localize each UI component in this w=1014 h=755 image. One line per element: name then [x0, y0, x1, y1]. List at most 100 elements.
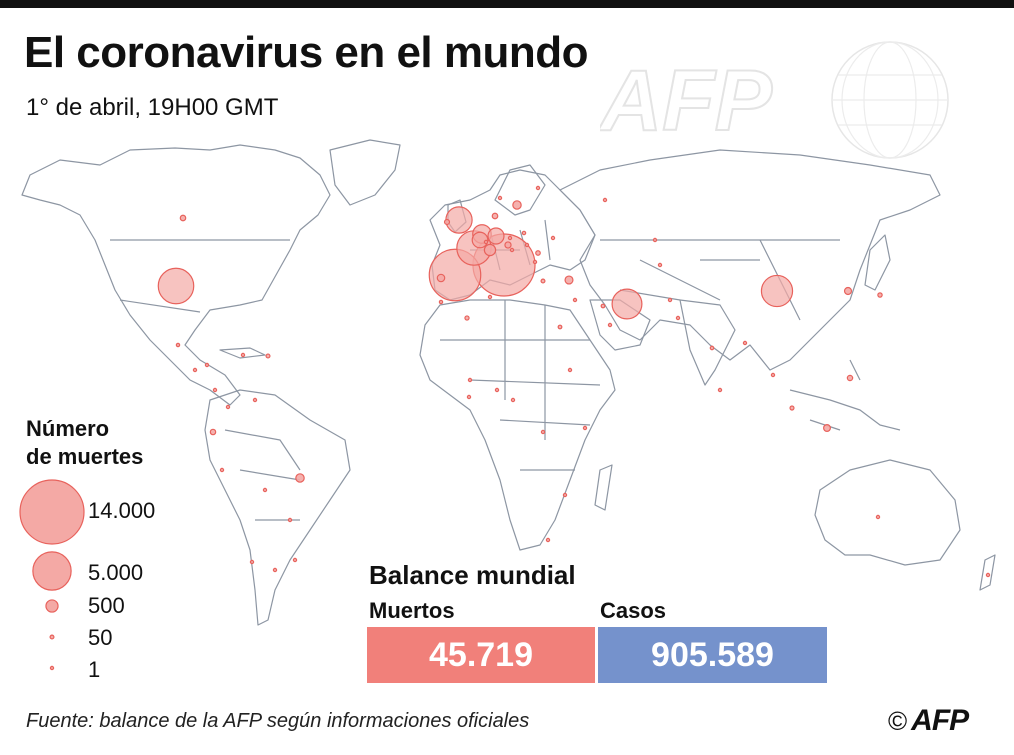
top-bar [0, 0, 1014, 8]
legend-bubble-14000 [19, 479, 85, 545]
source-note: Fuente: balance de la AFP según informac… [26, 710, 530, 732]
africa-borders [440, 300, 601, 471]
bubble-romania [535, 250, 541, 256]
bubble-poland [521, 230, 527, 236]
bubble-kazakhstan [652, 237, 658, 243]
asia-borders [600, 239, 840, 321]
bubble-afghanistan [667, 297, 673, 303]
cases-value-box: 905.589 [598, 627, 827, 683]
afp-watermark: AFP [600, 41, 949, 159]
bubble-sri-lanka [717, 387, 723, 393]
balance-title: Balance mundial [369, 560, 576, 590]
world-map [21, 139, 996, 626]
bubble-bangladesh [742, 340, 748, 346]
bubble-zimbabwe [562, 492, 568, 498]
death-bubbles [157, 185, 991, 578]
scandinavia-outline [494, 164, 546, 216]
caribbean-outline [219, 347, 266, 359]
globe-watermark-icon [831, 41, 949, 159]
bubble-guatemala [192, 367, 198, 373]
africa-outline [419, 299, 616, 551]
bubble-ghana [466, 394, 472, 400]
cases-label: Casos [600, 598, 667, 623]
bubble-thailand [770, 372, 776, 378]
afp-credit: © AFP [888, 704, 969, 738]
copyright-icon: © [888, 705, 908, 736]
legend-bubble-1 [49, 665, 55, 671]
legend-title: Número de muertes [26, 415, 143, 471]
bubble-south-africa [545, 537, 551, 543]
bubble-kenya [582, 425, 588, 431]
australia-outline [814, 459, 961, 566]
legend-bubble-500 [45, 599, 59, 613]
usa-mexico-border [119, 299, 201, 313]
bubble-sweden [512, 200, 522, 210]
bubble-czech-republic [507, 235, 513, 241]
bubble-turkey [564, 275, 574, 285]
bubble-argentina [272, 567, 278, 573]
bubble-finland [535, 185, 541, 191]
bubble-serbia [532, 259, 538, 265]
bubble-uruguay [292, 557, 298, 563]
page-subtitle: 1° de abril, 19H00 GMT [26, 94, 279, 121]
afp-logo: AFP [911, 704, 969, 737]
india-outline [679, 299, 736, 386]
legend-label-14000: 14.000 [88, 498, 156, 523]
legend-bubble-5000 [32, 551, 72, 591]
greenland-outline [329, 139, 401, 206]
bubble-honduras [204, 362, 210, 368]
deaths-value-box: 45.719 [367, 627, 595, 683]
watermark-text: AFP [600, 53, 773, 149]
north-america-outline [21, 144, 331, 406]
bubble-ukraine [550, 235, 556, 241]
bubble-nigeria [494, 387, 500, 393]
bubble-dr-congo [540, 429, 546, 435]
southeast-asia-islands [789, 359, 901, 431]
legend-bubble-50 [49, 634, 55, 640]
deaths-label: Muertos [369, 598, 455, 623]
legend-label-50: 50 [88, 625, 113, 650]
bubble-mexico [175, 342, 181, 348]
bubble-russia [602, 197, 608, 203]
bubble-israel [572, 297, 578, 303]
legend-label-1: 1 [88, 657, 101, 682]
bubble-india [709, 345, 715, 351]
bubble-saudi-arabia [607, 322, 613, 328]
bubble-denmark [491, 212, 499, 220]
bubble-new-zealand [985, 572, 991, 578]
legend-label-500: 500 [88, 593, 125, 618]
bubble-united-states [157, 267, 195, 305]
bubble-cuba [240, 352, 246, 358]
bubble-malaysia [789, 405, 795, 411]
land-masses [21, 139, 996, 626]
legend-label-5000: 5.000 [88, 560, 144, 585]
bubble-colombia [225, 404, 231, 410]
bubble-norway [497, 195, 503, 201]
south-america-borders [224, 429, 301, 521]
madagascar-outline [594, 464, 613, 511]
bubble-iraq [600, 303, 606, 309]
japan-outline [864, 234, 891, 291]
bubble-philippines [846, 374, 854, 382]
legend-title-line2: de muertes [26, 444, 144, 469]
bubble-chile [249, 559, 255, 565]
bubble-japan [877, 292, 883, 298]
bubble-dominican-republic [265, 353, 271, 359]
bubble-south-korea [843, 286, 853, 296]
bubble-venezuela [252, 397, 258, 403]
bubble-pakistan [675, 315, 681, 321]
bubble-burkina-faso [467, 377, 473, 383]
legend-title-line1: Número [26, 416, 110, 441]
bubble-uzbekistan [657, 262, 663, 268]
bubble-sudan [567, 367, 573, 373]
bubble-cameroon [510, 397, 516, 403]
new-zealand-outline [979, 554, 996, 591]
bubble-austria [504, 241, 512, 249]
cases-value: 905.589 [651, 635, 774, 674]
bubble-indonesia [823, 424, 831, 432]
page-title: El coronavirus en el mundo [24, 28, 589, 77]
asia-outline [559, 149, 941, 371]
bubble-hungary [524, 242, 530, 248]
bubble-switzerland [483, 243, 497, 257]
bubble-tunisia [487, 294, 493, 300]
